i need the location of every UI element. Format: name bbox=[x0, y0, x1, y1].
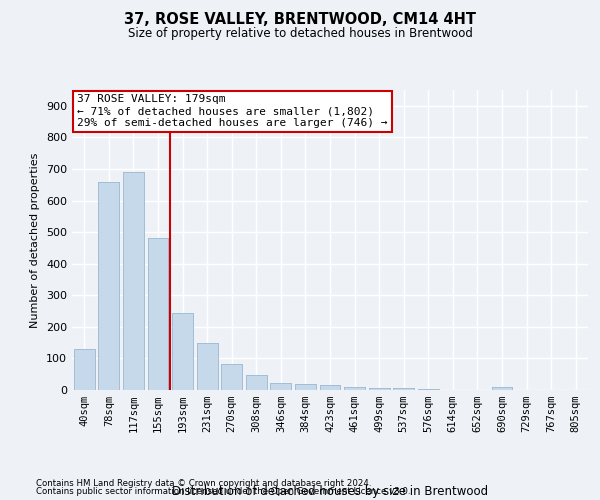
Bar bbox=[344, 388, 365, 390]
Bar bbox=[246, 375, 267, 390]
Bar bbox=[74, 349, 95, 390]
Bar bbox=[98, 182, 119, 390]
Bar bbox=[197, 344, 218, 390]
Bar bbox=[172, 312, 193, 390]
Bar bbox=[123, 172, 144, 390]
Bar bbox=[393, 388, 414, 390]
Bar bbox=[123, 172, 144, 390]
Bar bbox=[368, 388, 389, 390]
Bar bbox=[344, 388, 365, 390]
Bar bbox=[271, 383, 292, 390]
Text: 37 ROSE VALLEY: 179sqm
← 71% of detached houses are smaller (1,802)
29% of semi-: 37 ROSE VALLEY: 179sqm ← 71% of detached… bbox=[77, 94, 388, 128]
Text: 37, ROSE VALLEY, BRENTWOOD, CM14 4HT: 37, ROSE VALLEY, BRENTWOOD, CM14 4HT bbox=[124, 12, 476, 28]
Bar bbox=[320, 386, 340, 390]
Bar bbox=[98, 182, 119, 390]
Bar bbox=[320, 386, 340, 390]
Bar bbox=[148, 238, 169, 390]
Bar bbox=[368, 388, 389, 390]
Bar bbox=[221, 364, 242, 390]
Text: Size of property relative to detached houses in Brentwood: Size of property relative to detached ho… bbox=[128, 28, 472, 40]
Bar bbox=[221, 364, 242, 390]
Bar bbox=[271, 383, 292, 390]
Bar bbox=[491, 388, 512, 390]
Y-axis label: Number of detached properties: Number of detached properties bbox=[31, 152, 40, 328]
Bar bbox=[74, 349, 95, 390]
Bar bbox=[418, 388, 439, 390]
X-axis label: Distribution of detached houses by size in Brentwood: Distribution of detached houses by size … bbox=[172, 485, 488, 498]
Bar bbox=[295, 384, 316, 390]
Bar bbox=[418, 388, 439, 390]
Bar bbox=[197, 344, 218, 390]
Bar bbox=[148, 238, 169, 390]
Text: Contains public sector information licensed under the Open Government Licence v3: Contains public sector information licen… bbox=[36, 487, 410, 496]
Bar bbox=[246, 375, 267, 390]
Bar bbox=[295, 384, 316, 390]
Bar bbox=[491, 388, 512, 390]
Bar bbox=[172, 312, 193, 390]
Bar bbox=[393, 388, 414, 390]
Text: Contains HM Land Registry data © Crown copyright and database right 2024.: Contains HM Land Registry data © Crown c… bbox=[36, 478, 371, 488]
